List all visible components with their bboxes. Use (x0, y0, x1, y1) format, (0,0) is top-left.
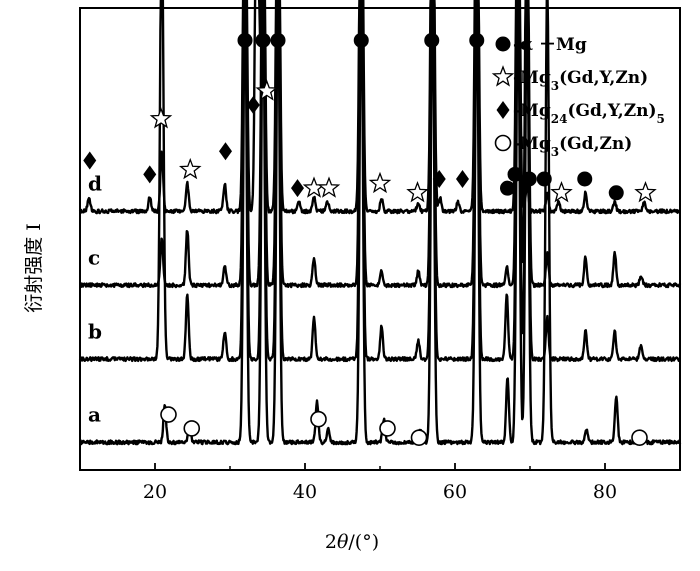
x-axis-ticks: 20 40 60 80 (79, 463, 681, 503)
legend-text: -Mg24(Gd,Y,Zn)5 (513, 101, 665, 126)
alpha-mg-marker (270, 32, 286, 48)
alpha-mg-marker (469, 32, 485, 48)
series-line-b (78, 0, 681, 363)
mg24-gdyzn5-marker (432, 169, 446, 188)
mg3-gdzn-marker (631, 429, 648, 446)
legend-text: -Mg3(Gd,Y,Zn) (513, 68, 648, 93)
x-tick-label: 80 (593, 481, 617, 503)
legend-text: -Mg3(Gd,Zn) (513, 134, 632, 159)
x-tick-label: 20 (143, 481, 167, 503)
x-axis-label: 2θ/(°) (325, 531, 379, 553)
alpha-mg-marker (608, 185, 624, 201)
legend-mg3-gdyzn: -Mg3(Gd,Y,Zn) (491, 65, 648, 93)
mg24-gdyzn5-marker (246, 96, 260, 115)
legend: -α －Mg -Mg3(Gd,Y,Zn) -Mg24(Gd,Y,Zn)5 -Mg3(G… (491, 35, 665, 159)
x-tick-label: 60 (443, 481, 467, 503)
alpha-mg-marker (353, 32, 369, 48)
mg3-gdzn-marker (379, 420, 396, 437)
mg24-gdyzn5-marker (83, 151, 97, 170)
y-axis-label: 衍射强度 I (23, 223, 45, 313)
x-tick-label: 40 (293, 481, 317, 503)
mg3-gdyzn-marker (178, 157, 202, 180)
curve-label-a: a (88, 402, 101, 426)
mg24-gdyzn5-marker (456, 169, 469, 188)
curve-label-c: c (88, 245, 100, 269)
mg3-gdzn-marker (310, 410, 327, 428)
legend-symbol (491, 65, 515, 87)
mg24-gdyzn5-marker (219, 142, 232, 161)
mg3-gdyzn-marker (550, 180, 573, 203)
mg3-gdzn-marker (183, 420, 201, 437)
legend-mg24-gdyzn5: -Mg24(Gd,Y,Zn)5 (496, 101, 665, 126)
mg3-gdyzn-marker (255, 79, 279, 101)
legend-symbol (495, 36, 511, 52)
mg24-gdyzn5-marker (143, 165, 157, 184)
peak-markers (83, 32, 657, 446)
alpha-mg-marker (424, 32, 440, 48)
alpha-mg-marker (577, 171, 593, 187)
mg3-gdzn-marker (160, 406, 177, 423)
curve-label-d: d (88, 171, 102, 195)
series-line-d (78, 0, 681, 215)
legend-symbol (496, 101, 510, 119)
mg3-gdyzn-marker (149, 107, 173, 129)
mg3-gdyzn-marker (368, 171, 392, 194)
mg3-gdyzn-marker (302, 176, 326, 198)
alpha-mg-marker (521, 171, 537, 187)
mg24-gdyzn5-marker (291, 179, 304, 198)
series-line-a (79, 0, 682, 446)
legend-mg3-gdzn: -Mg3(Gd,Zn) (494, 134, 632, 159)
alpha-mg-marker (237, 32, 253, 48)
alpha-mg-marker (500, 180, 515, 196)
mg3-gdyzn-marker (634, 180, 657, 203)
series-curves (78, 0, 682, 446)
legend-alpha-mg: -α －Mg (495, 35, 587, 55)
alpha-mg-marker (536, 171, 552, 187)
legend-text: -α －Mg (513, 35, 587, 55)
mg3-gdyzn-marker (317, 176, 341, 198)
alpha-mg-marker (507, 166, 523, 182)
mg3-gdyzn-marker (406, 180, 429, 203)
legend-symbol (494, 134, 512, 152)
alpha-mg-marker (255, 32, 271, 48)
curve-label-b: b (88, 319, 102, 343)
series-line-c (79, 0, 682, 289)
curve-labels: a b c d (88, 171, 102, 426)
mg3-gdzn-marker (410, 429, 428, 446)
